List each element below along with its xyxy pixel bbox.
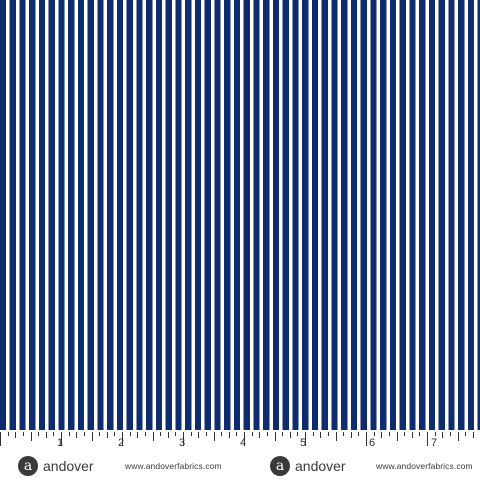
brand-name-repeat: andover (295, 458, 346, 474)
fabric-stripe-pattern (0, 0, 480, 430)
brand-name: andover (43, 458, 94, 474)
ruler-number-5: 5 (300, 437, 307, 449)
ruler-number-2: 2 (118, 437, 125, 449)
website-url-repeat: www.andoverfabrics.com (376, 461, 473, 471)
andover-logo-icon: a (270, 456, 290, 476)
website-url: www.andoverfabrics.com (125, 461, 222, 471)
ruler-number-1: 1 (57, 437, 64, 449)
inch-ruler: 1 2 3 4 5 6 7 (0, 430, 480, 452)
ruler-number-7: 7 (431, 437, 438, 449)
andover-logo: a andover (18, 456, 94, 476)
selvage-strip: 1 2 3 4 5 6 7 a andover www.andoverfabri… (0, 430, 480, 480)
andover-logo-repeat: a andover (270, 456, 346, 476)
ruler-ticks (0, 432, 474, 446)
andover-logo-icon: a (18, 456, 38, 476)
ruler-number-3: 3 (179, 437, 186, 449)
ruler-number-4: 4 (240, 437, 247, 449)
ruler-number-6: 6 (369, 437, 376, 449)
